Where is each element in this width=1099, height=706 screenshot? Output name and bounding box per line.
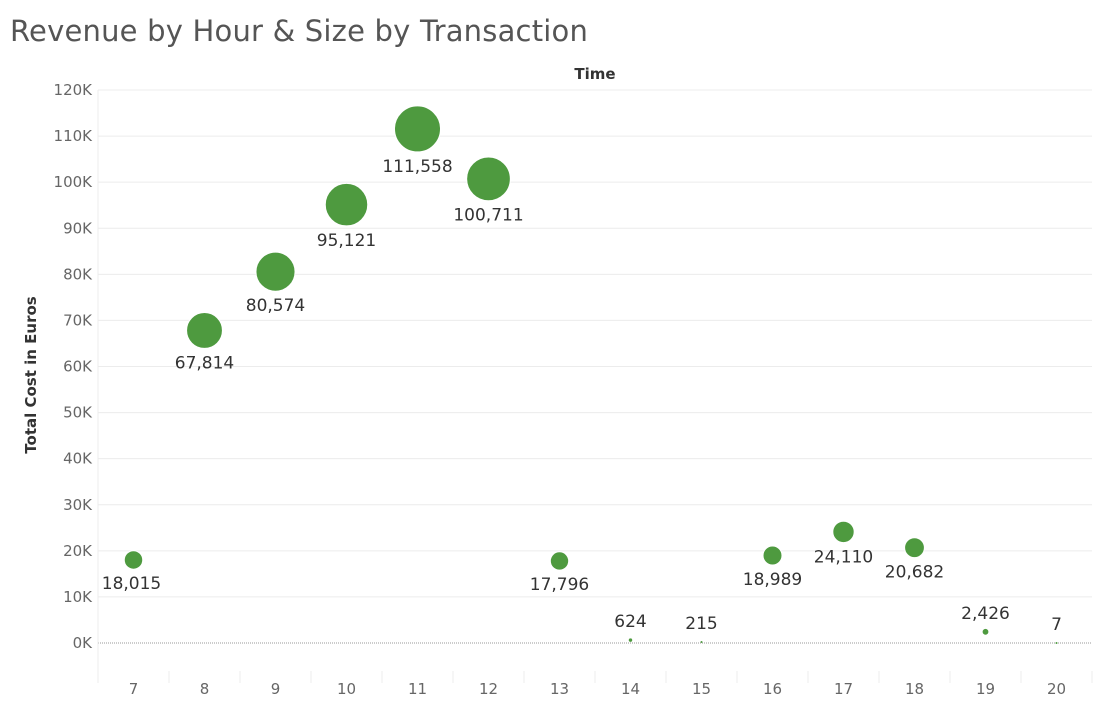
data-label: 2,426 bbox=[961, 604, 1010, 624]
y-axis-title: Total Cost in Euros bbox=[22, 296, 40, 454]
y-tick-label: 10K bbox=[63, 588, 93, 606]
x-tick-label: 19 bbox=[976, 680, 995, 698]
grid-lines bbox=[97, 89, 1092, 678]
y-tick-label: 70K bbox=[63, 311, 93, 329]
x-tick-label: 15 bbox=[692, 680, 711, 698]
data-label: 624 bbox=[614, 612, 646, 632]
y-tick-label: 50K bbox=[63, 404, 93, 422]
data-point bbox=[981, 627, 990, 636]
data-point bbox=[904, 537, 925, 559]
x-tick-label: 12 bbox=[479, 680, 498, 698]
y-tick-label: 100K bbox=[54, 173, 94, 191]
data-point bbox=[628, 638, 633, 642]
data-label: 18,989 bbox=[743, 570, 802, 590]
y-tick-label: 60K bbox=[63, 358, 93, 376]
y-tick-label: 40K bbox=[63, 450, 93, 468]
data-label: 24,110 bbox=[814, 548, 873, 568]
data-points bbox=[123, 105, 1058, 644]
x-axis-ticks: 7 8 9 10 11 12 13 14 15 16 17 18 19 20 bbox=[97, 671, 1093, 698]
data-point bbox=[255, 251, 296, 292]
chart-title: Revenue by Hour & Size by Transaction bbox=[10, 14, 589, 48]
data-label: 67,814 bbox=[175, 353, 234, 373]
data-label: 111,558 bbox=[382, 157, 452, 177]
x-tick-label: 14 bbox=[621, 680, 640, 698]
x-tick-label: 16 bbox=[763, 680, 782, 698]
y-tick-label: 0K bbox=[73, 634, 94, 652]
data-label: 95,121 bbox=[317, 231, 376, 251]
x-tick-label: 9 bbox=[271, 680, 281, 698]
x-tick-label: 7 bbox=[129, 680, 139, 698]
data-point bbox=[762, 545, 783, 566]
data-point bbox=[123, 550, 144, 570]
data-label: 18,015 bbox=[102, 574, 161, 594]
y-tick-label: 110K bbox=[54, 127, 94, 145]
y-tick-label: 90K bbox=[63, 219, 93, 237]
data-label: 17,796 bbox=[530, 575, 589, 595]
x-tick-label: 10 bbox=[337, 680, 356, 698]
y-tick-label: 20K bbox=[63, 542, 93, 560]
y-axis-ticks: 0K 10K 20K 30K 40K 50K 60K 70K 80K 90K 100K 110K 120… bbox=[54, 81, 94, 652]
x-axis-title: Time bbox=[574, 65, 615, 83]
x-tick-label: 13 bbox=[550, 680, 569, 698]
data-label: 20,682 bbox=[885, 563, 944, 583]
data-point bbox=[549, 551, 570, 571]
data-point bbox=[832, 520, 855, 544]
data-point bbox=[1055, 641, 1058, 644]
x-tick-label: 8 bbox=[200, 680, 210, 698]
x-tick-label: 20 bbox=[1047, 680, 1066, 698]
data-label: 215 bbox=[685, 614, 717, 634]
data-point bbox=[394, 105, 441, 153]
data-label: 80,574 bbox=[246, 296, 305, 316]
data-point bbox=[186, 312, 223, 349]
data-label: 7 bbox=[1051, 615, 1062, 635]
data-point bbox=[324, 182, 369, 227]
y-tick-label: 80K bbox=[63, 265, 93, 283]
x-tick-label: 11 bbox=[408, 680, 427, 698]
data-point bbox=[700, 640, 703, 644]
data-label: 100,711 bbox=[453, 206, 523, 226]
y-tick-label: 120K bbox=[54, 81, 94, 99]
data-point bbox=[466, 156, 511, 202]
data-labels: 18,015 67,814 80,574 95,121 111,558 100,711 17… bbox=[102, 157, 1062, 635]
y-tick-label: 30K bbox=[63, 496, 93, 514]
x-tick-label: 18 bbox=[905, 680, 924, 698]
x-tick-label: 17 bbox=[834, 680, 853, 698]
